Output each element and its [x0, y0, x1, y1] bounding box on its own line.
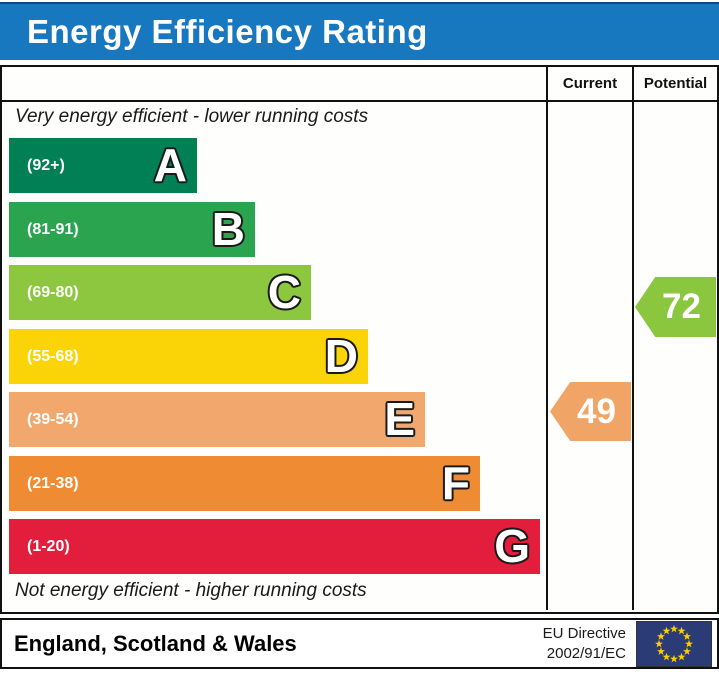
footer: England, Scotland & Wales EU Directive 2… — [0, 618, 719, 669]
potential-rating-column: 72 — [632, 102, 717, 610]
eu-flag-icon — [636, 620, 712, 667]
eu-directive-label: EU Directive 2002/91/EC — [543, 624, 626, 663]
band-range: (81-91) — [27, 221, 79, 238]
current-rating-column: 49 — [546, 102, 632, 610]
current-rating-value: 49 — [577, 391, 616, 431]
region-label: England, Scotland & Wales — [14, 630, 297, 656]
page-title: Energy Efficiency Rating — [27, 13, 428, 50]
band-row-b: (81-91) B — [9, 202, 255, 257]
bottom-note: Not energy efficient - higher running co… — [15, 580, 367, 601]
band-range: (39-54) — [27, 411, 79, 428]
band-letter: B — [211, 203, 245, 255]
band-row-f: (21-38) F — [9, 456, 480, 511]
band-letter: A — [153, 139, 187, 191]
band-range: (1-20) — [27, 538, 70, 555]
band-letter: E — [384, 393, 415, 445]
band-range: (92+) — [27, 157, 65, 174]
epc-chart: Current Potential Very energy efficient … — [0, 65, 719, 614]
column-header-potential: Potential — [632, 67, 717, 100]
bands-area: Very energy efficient - lower running co… — [2, 102, 546, 610]
band-row-d: (55-68) D — [9, 329, 368, 384]
eu-directive-line1: EU Directive — [542, 625, 626, 642]
header-spacer — [2, 67, 546, 100]
chart-column-headers: Current Potential — [2, 67, 717, 102]
title-bar: Energy Efficiency Rating — [0, 2, 719, 60]
band-letter: F — [441, 457, 470, 509]
band-range: (69-80) — [27, 284, 79, 301]
potential-rating-marker: 72 — [635, 277, 716, 337]
band-range: (21-38) — [27, 475, 79, 492]
band-letter: G — [494, 520, 530, 572]
band-letter: C — [267, 266, 301, 318]
band-range: (55-68) — [27, 348, 79, 365]
potential-rating-value: 72 — [662, 287, 701, 326]
current-rating-marker: 49 — [550, 382, 631, 441]
column-header-current: Current — [546, 67, 632, 100]
chart-body: Very energy efficient - lower running co… — [2, 102, 717, 610]
eu-directive-line2: 2002/91/EC — [546, 644, 626, 662]
band-row-g: (1-20) G — [9, 519, 540, 574]
band-row-e: (39-54) E — [9, 392, 425, 447]
band-letter: D — [324, 330, 358, 382]
band-row-a: (92+) A — [9, 138, 197, 193]
band-row-c: (69-80) C — [9, 265, 311, 320]
top-note: Very energy efficient - lower running co… — [15, 106, 369, 127]
